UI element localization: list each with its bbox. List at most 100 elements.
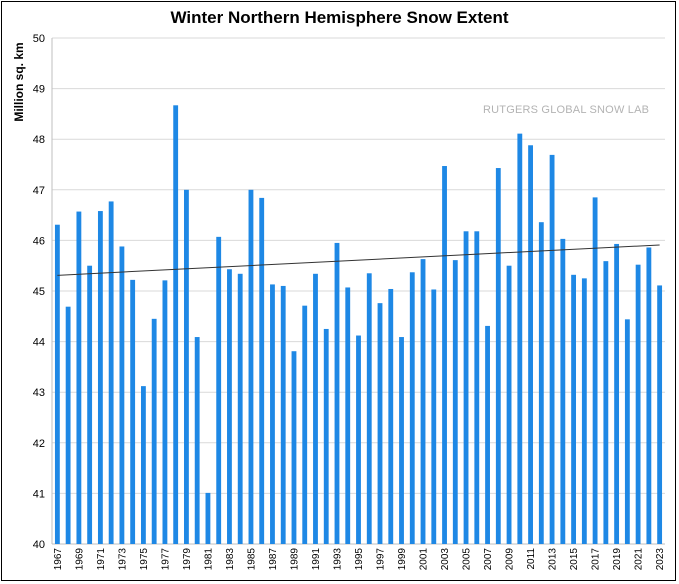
bar (571, 274, 577, 544)
x-tick-label: 1989 (289, 548, 300, 571)
bar (517, 133, 523, 544)
bar (130, 279, 136, 544)
bar (592, 197, 598, 544)
bar (216, 236, 222, 544)
y-tick-label: 50 (33, 33, 45, 45)
x-tick-label: 2011 (526, 548, 537, 570)
x-tick-label: 1997 (376, 548, 387, 571)
bar (97, 211, 103, 544)
y-tick-label: 41 (33, 488, 45, 500)
x-tick-label: 1985 (246, 548, 257, 571)
bar (87, 265, 93, 544)
x-tick-label: 2005 (462, 548, 473, 571)
bar (377, 303, 383, 544)
bar (624, 319, 630, 544)
bar (442, 166, 447, 544)
bar (657, 285, 663, 544)
bar (549, 154, 555, 545)
y-tick-label: 45 (33, 286, 45, 298)
x-tick-label: 2017 (591, 548, 602, 571)
bar (119, 246, 125, 545)
bar (581, 278, 587, 544)
bar (65, 306, 71, 544)
x-tick-label: 1979 (182, 548, 193, 571)
y-tick-label: 40 (33, 539, 45, 551)
y-tick-label: 43 (33, 387, 45, 399)
bar (463, 231, 469, 545)
bar (485, 325, 490, 544)
bar (603, 261, 609, 544)
bar (356, 335, 361, 544)
bar (452, 260, 458, 544)
x-tick-label: 2013 (548, 548, 559, 571)
bar (54, 224, 60, 545)
bar (302, 305, 308, 544)
y-tick-label: 49 (33, 84, 45, 96)
chart-annotation: RUTGERS GLOBAL SNOW LAB (483, 104, 650, 116)
x-tick-label: 2023 (655, 548, 666, 571)
bar (323, 328, 329, 544)
bar (334, 242, 340, 544)
bar (538, 222, 544, 544)
bar (140, 386, 146, 544)
bar (259, 197, 265, 544)
bar (506, 265, 512, 544)
x-tick-label: 2003 (440, 548, 451, 571)
bar (248, 189, 254, 545)
bar (474, 231, 480, 545)
bar (635, 264, 641, 544)
bar (184, 189, 189, 545)
bar (108, 201, 114, 545)
x-tick-label: 1969 (74, 548, 85, 571)
bar (205, 492, 211, 544)
x-tick-label: 2001 (419, 548, 430, 571)
x-tick-label: 1999 (397, 548, 408, 571)
x-tick-label: 1987 (268, 548, 279, 571)
bar (614, 243, 620, 544)
x-tick-label: 1971 (96, 548, 107, 571)
bar (388, 288, 394, 544)
y-tick-label: 47 (33, 185, 45, 197)
y-tick-label: 42 (33, 438, 45, 450)
x-tick-label: 2007 (483, 548, 494, 571)
bar (151, 318, 157, 544)
x-tick-label: 1973 (117, 548, 128, 571)
bar (409, 272, 415, 544)
bar (431, 289, 437, 544)
chart-title: Winter Northern Hemisphere Snow Extent (170, 8, 509, 27)
y-tick-label: 48 (33, 134, 45, 146)
x-tick-label: 1981 (203, 548, 214, 571)
y-tick-label: 44 (33, 337, 45, 349)
bar (291, 351, 297, 544)
bar (399, 337, 404, 544)
x-tick-label: 2015 (569, 548, 580, 571)
x-tick-label: 1975 (139, 548, 150, 571)
x-tick-label: 1967 (53, 548, 64, 571)
bar (560, 238, 566, 544)
bar (162, 280, 168, 544)
bar (173, 105, 179, 544)
x-tick-label: 2019 (612, 548, 623, 571)
x-tick-label: 1995 (354, 548, 365, 571)
bar (280, 285, 286, 544)
trend-line (57, 244, 660, 276)
bar (313, 273, 318, 544)
x-tick-label: 2009 (505, 548, 516, 571)
x-tick-label: 1983 (225, 548, 236, 571)
x-tick-label: 1991 (311, 548, 322, 571)
bar (194, 337, 200, 544)
bar (528, 145, 533, 544)
bar (270, 284, 275, 544)
x-tick-label: 1993 (332, 548, 343, 571)
bar (227, 269, 232, 544)
bar (345, 287, 351, 544)
bar (495, 168, 501, 545)
x-tick-label: 2021 (634, 548, 645, 571)
bar (420, 259, 426, 544)
bar (76, 211, 82, 545)
bar (366, 273, 372, 544)
x-tick-label: 1977 (160, 548, 171, 571)
bar (237, 273, 243, 544)
y-tick-label: 46 (33, 235, 45, 247)
